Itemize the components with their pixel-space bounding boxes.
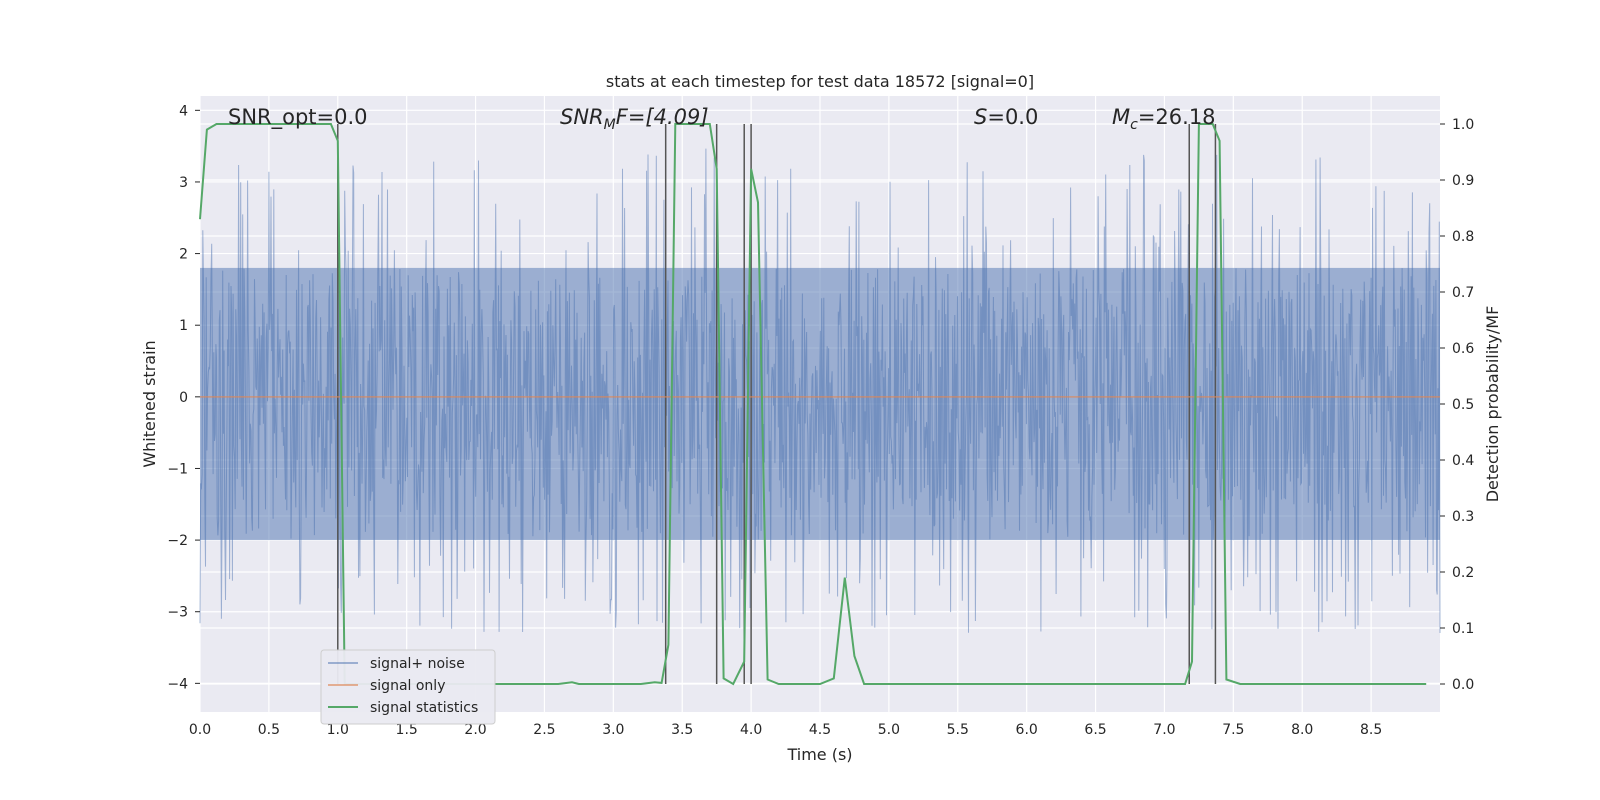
- noise-line: [199, 148, 1441, 634]
- y-tick-label: −4: [167, 676, 188, 692]
- y-right-tick-labels: 0.0 0.1 0.2 0.3 0.4 0.5 0.6 0.7 0.8 0.9 1.0: [1440, 117, 1474, 693]
- x-tick-label: 3.0: [602, 722, 624, 738]
- y-tick-label: −1: [167, 461, 188, 477]
- x-tick-label: 5.0: [878, 722, 900, 738]
- y-right-tick-label: 0.4: [1452, 453, 1474, 469]
- legend-label-stats: signal statistics: [370, 700, 478, 716]
- annotation-s: S=0.0: [974, 105, 1038, 129]
- y-tick-label: −3: [167, 605, 188, 621]
- x-tick-label: 4.5: [809, 722, 831, 738]
- y-right-tick-label: 0.6: [1452, 341, 1474, 357]
- x-tick-label: 2.5: [533, 722, 555, 738]
- y-right-tick-label: 0.8: [1452, 229, 1474, 245]
- y-tick-label: 1: [179, 318, 188, 334]
- y-right-tick-label: 0.5: [1452, 397, 1474, 413]
- y-tick-label: 0: [179, 390, 188, 406]
- x-tick-label: 8.0: [1291, 722, 1313, 738]
- chart-title: stats at each timestep for test data 185…: [606, 72, 1034, 91]
- x-tick-label: 6.0: [1016, 722, 1038, 738]
- y-right-axis-label: Detection probability/MF: [1483, 306, 1502, 503]
- x-tick-label: 4.0: [740, 722, 762, 738]
- y-tick-label: −2: [167, 533, 188, 549]
- y-right-tick-label: 0.0: [1452, 677, 1474, 693]
- annotation-mc: Mc=26.18: [1112, 105, 1216, 133]
- x-tick-label: 7.0: [1153, 722, 1175, 738]
- x-tick-labels: 0.0 0.5 1.0 1.5 2.0 2.5 3.0 3.5 4.0 4.5 5.0 5.5 6.0 6…: [189, 722, 1382, 738]
- x-tick-label: 8.5: [1360, 722, 1382, 738]
- x-tick-label: 7.5: [1222, 722, 1244, 738]
- annotation-snr-mf: SNRMF=[4.09]: [560, 105, 709, 133]
- x-tick-label: 1.5: [396, 722, 418, 738]
- y-tick-label: 4: [179, 103, 188, 119]
- y-axis-label: Whitened strain: [140, 340, 159, 467]
- x-tick-label: 6.5: [1084, 722, 1106, 738]
- legend-label-noise: signal+ noise: [370, 656, 465, 672]
- x-tick-label: 3.5: [671, 722, 693, 738]
- y-right-tick-label: 0.7: [1452, 285, 1474, 301]
- y-right-tick-label: 0.1: [1452, 621, 1474, 637]
- noise-series: [199, 148, 1441, 634]
- legend-label-signal: signal only: [370, 678, 445, 694]
- legend: signal+ noise signal only signal statist…: [320, 649, 496, 725]
- annotation-snr-opt: SNR_opt=0.0: [228, 105, 368, 130]
- x-axis-label: Time (s): [786, 745, 852, 764]
- y-tick-labels: −4 −3 −2 −1 0 1 2 3 4: [167, 103, 200, 692]
- y-right-tick-label: 0.2: [1452, 565, 1474, 581]
- x-tick-label: 0.0: [189, 722, 211, 738]
- y-tick-label: 2: [179, 247, 188, 263]
- x-tick-label: 5.5: [947, 722, 969, 738]
- y-tick-label: 3: [179, 175, 188, 191]
- y-right-tick-label: 0.9: [1452, 173, 1474, 189]
- x-tick-label: 2.0: [464, 722, 486, 738]
- y-right-tick-label: 1.0: [1452, 117, 1474, 133]
- x-tick-label: 0.5: [258, 722, 280, 738]
- y-right-tick-label: 0.3: [1452, 509, 1474, 525]
- legend-box: [320, 649, 496, 725]
- x-tick-label: 1.0: [327, 722, 349, 738]
